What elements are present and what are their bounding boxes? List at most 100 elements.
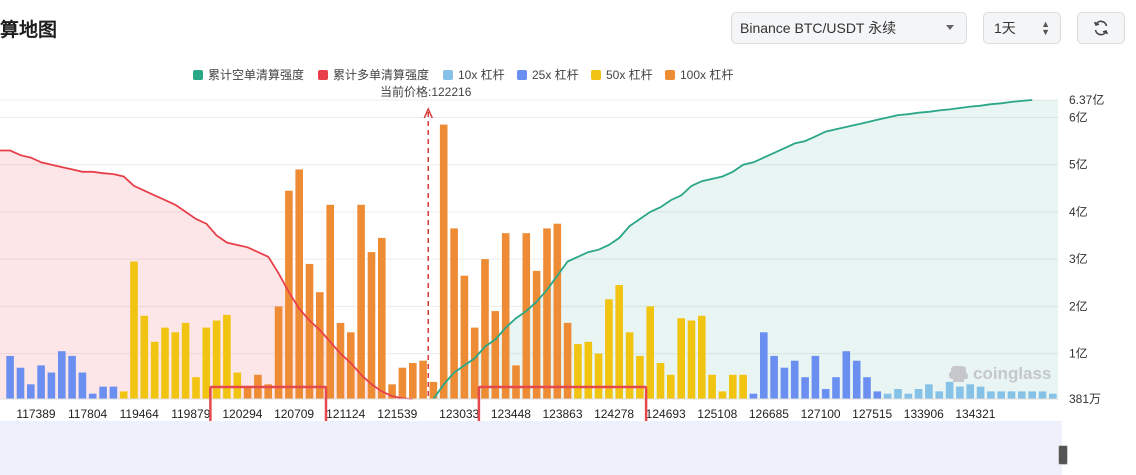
- x-tick-label: 121539: [377, 407, 417, 421]
- liquidation-bar: [274, 306, 283, 399]
- liquidation-bar: [47, 372, 56, 399]
- liquidation-bar: [481, 259, 489, 399]
- y-tick-label: 2亿: [1069, 298, 1088, 313]
- liquidation-bar: [605, 299, 613, 399]
- period-select[interactable]: 1天 ▲ ▼: [983, 12, 1061, 44]
- liquidation-bar: [1007, 391, 1016, 399]
- liquidation-bar: [780, 367, 789, 399]
- x-tick-label: 119464: [120, 407, 159, 421]
- exchange-select[interactable]: Binance BTC/USDT 永续: [731, 12, 967, 44]
- liquidation-bar: [295, 169, 303, 399]
- zoom-scrollbar[interactable]: [0, 421, 1062, 475]
- x-tick-label: 120709: [274, 407, 314, 421]
- liquidation-bar: [821, 389, 830, 399]
- scrollbar-handle[interactable]: [1058, 445, 1068, 465]
- liquidation-bar: [181, 322, 190, 399]
- x-tick-label: 121124: [326, 407, 365, 421]
- legend-item[interactable]: 累计空单清算强度: [193, 66, 304, 83]
- y-tick-label: 4亿: [1069, 204, 1088, 219]
- liquidation-bar: [501, 233, 510, 399]
- y-tick-label: 1亿: [1069, 346, 1088, 361]
- liquidation-bar: [770, 355, 778, 399]
- legend-item[interactable]: 50x 杠杆: [591, 66, 653, 83]
- liquidation-bar: [553, 223, 562, 399]
- liquidation-bar: [285, 190, 293, 399]
- liquidation-bar: [305, 263, 314, 399]
- liquidation-bar: [760, 332, 768, 399]
- x-tick-label: 126685: [749, 407, 789, 421]
- liquidation-bar: [935, 391, 944, 399]
- legend-item[interactable]: 10x 杠杆: [443, 66, 505, 83]
- legend-label: 累计空单清算强度: [208, 68, 305, 82]
- liquidation-bar: [966, 384, 974, 399]
- legend-swatch: [665, 69, 675, 80]
- liquidation-bar: [615, 285, 623, 399]
- x-tick-label: 133906: [904, 407, 944, 421]
- liquidation-bar: [625, 332, 634, 399]
- legend-label: 10x 杠杆: [458, 68, 505, 82]
- liquidation-bar: [512, 365, 520, 399]
- liquidation-bar: [460, 275, 469, 399]
- x-tick-label: 124278: [594, 407, 634, 421]
- liquidation-bar: [192, 377, 200, 399]
- legend-label: 50x 杠杆: [606, 68, 653, 82]
- updown-chevron-icon: ▲ ▼: [1041, 19, 1050, 37]
- liquidation-bar: [574, 344, 582, 399]
- liquidation-bar: [212, 320, 221, 399]
- liquidation-bar: [378, 237, 386, 399]
- y-tick-label: 6亿: [1069, 109, 1088, 124]
- legend-item[interactable]: 25x 杠杆: [517, 66, 579, 83]
- liquidation-bar: [749, 393, 758, 399]
- liquidation-bar: [409, 363, 417, 399]
- liquidation-bar: [243, 386, 252, 399]
- x-tick-label: 125108: [697, 407, 737, 421]
- liquidation-bar: [130, 261, 138, 399]
- chevron-down-icon: [946, 25, 954, 30]
- liquidation-bar: [708, 374, 716, 399]
- liquidation-bar: [584, 341, 593, 399]
- liquidation-bar: [863, 377, 871, 399]
- legend-swatch: [318, 69, 328, 80]
- liquidation-bar: [150, 341, 159, 399]
- liquidation-bar: [1028, 391, 1036, 399]
- liquidation-bar: [439, 124, 448, 399]
- liquidation-bar: [398, 367, 407, 399]
- liquidation-bar: [945, 381, 954, 399]
- liquidation-bar: [894, 389, 902, 399]
- x-tick-label: 117389: [16, 407, 55, 421]
- liquidation-bar: [37, 365, 45, 399]
- legend-item[interactable]: 累计多单清算强度: [318, 66, 429, 83]
- liquidation-bar: [904, 393, 913, 399]
- legend-swatch: [443, 69, 453, 80]
- liquidation-bar: [636, 355, 644, 399]
- legend-label: 100x 杠杆: [680, 68, 734, 82]
- liquidation-bar: [347, 332, 355, 399]
- liquidation-bar: [367, 252, 376, 399]
- exchange-select-value: Binance BTC/USDT 永续: [740, 20, 897, 36]
- legend-label: 25x 杠杆: [532, 68, 579, 82]
- liquidation-bar: [925, 384, 933, 399]
- liquidation-bar: [1018, 391, 1026, 399]
- refresh-button[interactable]: [1077, 12, 1125, 44]
- page-title: 算地图: [0, 20, 58, 41]
- coinglass-logo-icon: [949, 366, 968, 382]
- liquidation-bar: [811, 355, 820, 399]
- liquidation-bar: [336, 322, 345, 399]
- liquidation-bar: [532, 270, 541, 399]
- liquidation-bar: [801, 377, 809, 399]
- x-tick-label: 123448: [491, 407, 531, 421]
- liquidation-bar: [316, 292, 324, 399]
- legend-swatch: [193, 69, 203, 80]
- liquidation-bar: [450, 228, 458, 399]
- legend-item[interactable]: 100x 杠杆: [665, 66, 733, 83]
- y-tick-label: 5亿: [1069, 157, 1088, 172]
- liquidation-bar: [739, 374, 747, 399]
- period-select-value: 1天: [994, 20, 1016, 36]
- liquidation-bar: [677, 318, 685, 399]
- y-tick-label: 3亿: [1069, 251, 1088, 266]
- liquidation-bar: [109, 386, 118, 399]
- liquidation-bar: [140, 315, 149, 399]
- y-tick-label: 381万: [1069, 392, 1101, 406]
